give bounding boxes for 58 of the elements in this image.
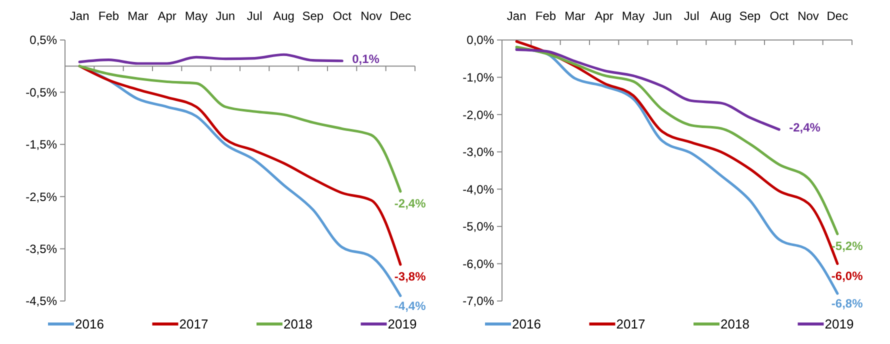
line-series xyxy=(515,48,780,131)
line-series xyxy=(78,64,402,193)
y-tick-label: -2,5% xyxy=(26,190,58,204)
legend-label: 2019 xyxy=(824,316,854,332)
x-tick-label: Sep xyxy=(302,9,324,23)
line-series xyxy=(78,53,344,65)
y-tick-label: -3,0% xyxy=(462,145,494,160)
data-label: -6,0% xyxy=(831,268,864,283)
y-tick-label: -6,0% xyxy=(462,256,494,271)
x-tick-label: Jul xyxy=(684,9,700,23)
x-tick-label: Mar xyxy=(128,9,148,23)
y-tick-label: -5,0% xyxy=(462,220,494,234)
legend-label: 2018 xyxy=(720,316,750,332)
x-tick-label: Feb xyxy=(98,9,120,23)
data-label: -2,4% xyxy=(789,120,821,135)
x-tick-label: Jun xyxy=(652,9,672,23)
x-tick-label: Aug xyxy=(273,9,294,23)
x-tick-label: Jun xyxy=(216,9,236,23)
x-tick-label: Jul xyxy=(246,9,262,23)
y-tick-label: -7,0% xyxy=(462,294,494,308)
x-tick-label: Oct xyxy=(332,9,352,23)
x-tick-label: May xyxy=(184,9,208,23)
y-tick-label: -1,5% xyxy=(26,138,58,152)
data-label: -5,2% xyxy=(831,239,864,254)
y-tick-label: -1,0% xyxy=(462,70,494,84)
y-tick-label: -3,5% xyxy=(26,242,58,256)
legend-label: 2016 xyxy=(512,316,541,332)
x-tick-label: Oct xyxy=(770,9,790,23)
legend-label: 2017 xyxy=(179,316,208,332)
data-label: -3,8% xyxy=(394,270,426,284)
x-tick-label: Sep xyxy=(739,9,761,23)
x-tick-label: Nov xyxy=(798,9,819,23)
x-tick-label: Apr xyxy=(594,9,614,23)
x-tick-label: Dec xyxy=(826,9,848,23)
x-tick-label: Jan xyxy=(506,9,526,23)
legend-label: 2018 xyxy=(284,316,312,332)
data-label: -2,4% xyxy=(394,196,426,211)
x-tick-label: Nov xyxy=(360,9,382,23)
legend-label: 2019 xyxy=(388,316,417,332)
x-tick-label: May xyxy=(622,9,645,23)
line-series xyxy=(515,46,839,236)
x-tick-label: Aug xyxy=(710,9,732,23)
legend-label: 2016 xyxy=(75,316,104,332)
data-label: -6,8% xyxy=(831,296,864,311)
x-tick-label: Jan xyxy=(70,9,90,23)
legend-label: 2017 xyxy=(616,316,646,332)
data-label: 0,1% xyxy=(352,52,380,66)
x-tick-label: Apr xyxy=(158,9,176,23)
x-tick-label: Mar xyxy=(564,9,586,23)
x-tick-label: Dec xyxy=(390,9,412,23)
x-tick-label: Feb xyxy=(535,9,556,23)
y-tick-label: -2,0% xyxy=(462,108,494,122)
y-tick-label: 0,0% xyxy=(466,33,494,48)
y-tick-label: -0,5% xyxy=(26,85,58,100)
data-label: -4,4% xyxy=(394,298,426,313)
y-tick-label: -4,5% xyxy=(26,294,58,308)
y-tick-label: 0,5% xyxy=(30,33,58,48)
y-tick-label: -4,0% xyxy=(462,182,494,196)
